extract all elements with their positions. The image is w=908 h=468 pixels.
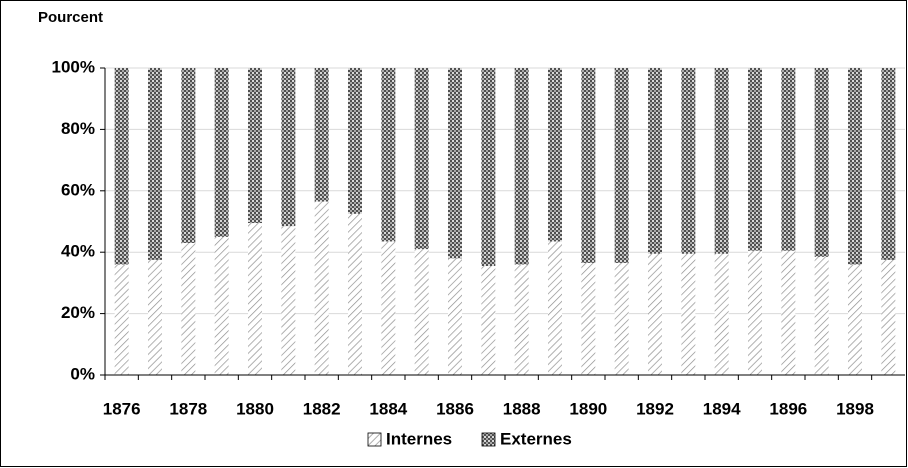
x-tick-label: 1896: [769, 399, 807, 418]
bar-segment: [148, 259, 162, 375]
bar-segment: [281, 226, 296, 375]
x-tick-label: 1876: [103, 399, 141, 418]
bar-segment: [548, 241, 562, 375]
y-tick-label: 80%: [61, 119, 95, 138]
x-tick-label: 1880: [236, 399, 274, 418]
bar-segment: [348, 213, 362, 375]
bar-segment: [648, 253, 662, 375]
bar-segment: [814, 256, 829, 375]
bar-segment: [348, 68, 362, 214]
bar-segment: [581, 68, 596, 263]
legend-swatch: [367, 432, 382, 447]
bar-segment: [614, 68, 629, 263]
y-tick-label: 40%: [61, 242, 95, 261]
x-tick-label: 1886: [436, 399, 474, 418]
bar-segment: [748, 68, 762, 251]
bar-segment: [381, 241, 396, 375]
bar-segment: [781, 68, 796, 251]
bar-segment: [681, 253, 696, 375]
y-tick-label: 20%: [61, 303, 95, 322]
bar-segment: [514, 264, 529, 375]
bar-segment: [181, 68, 196, 243]
bar-segment: [181, 242, 196, 375]
y-tick-label: 0%: [70, 364, 95, 383]
bar-segment: [881, 259, 896, 375]
bar-segment: [681, 68, 696, 254]
bar-segment: [514, 68, 529, 265]
bar-segment: [214, 236, 229, 375]
bar-segment: [648, 68, 662, 254]
bar-segment: [314, 68, 329, 202]
x-tick-label: 1890: [569, 399, 607, 418]
x-tick-label: 1898: [836, 399, 874, 418]
bar-segment: [281, 68, 296, 227]
bar-segment: [148, 68, 162, 260]
bar-segment: [448, 258, 462, 375]
bar-segment: [481, 68, 496, 267]
bar-segment: [881, 68, 896, 260]
legend-label: Externes: [500, 429, 572, 448]
bar-segment: [248, 68, 262, 224]
bar-segment: [414, 68, 429, 250]
y-axis-label: Pourcent: [38, 9, 103, 26]
bar-segment: [814, 68, 829, 257]
bar-segment: [248, 223, 262, 375]
legend-label: Internes: [386, 429, 452, 448]
bar-segment: [381, 68, 396, 242]
x-tick-label: 1894: [703, 399, 741, 418]
x-tick-label: 1888: [503, 399, 541, 418]
bar-segment: [314, 201, 329, 375]
x-tick-label: 1878: [169, 399, 207, 418]
bar-segment: [714, 68, 729, 254]
bar-segment: [481, 266, 496, 375]
legend-swatch: [481, 432, 496, 447]
bar-segment: [448, 68, 462, 259]
x-tick-label: 1884: [369, 399, 407, 418]
bar-segment: [848, 264, 862, 375]
bar-segment: [414, 249, 429, 375]
bar-segment: [548, 68, 562, 242]
bar-segment: [848, 68, 862, 265]
bar-segment: [114, 264, 129, 375]
y-tick-label: 100%: [52, 57, 95, 76]
bar-segment: [748, 250, 762, 375]
x-tick-label: 1882: [303, 399, 341, 418]
y-tick-label: 60%: [61, 180, 95, 199]
bar-segment: [214, 68, 229, 237]
bar-segment: [114, 68, 129, 265]
x-tick-label: 1892: [636, 399, 674, 418]
bar-segment: [614, 262, 629, 375]
bar-segment: [781, 250, 796, 375]
bar-segment: [581, 262, 596, 375]
bar-segment: [714, 253, 729, 375]
